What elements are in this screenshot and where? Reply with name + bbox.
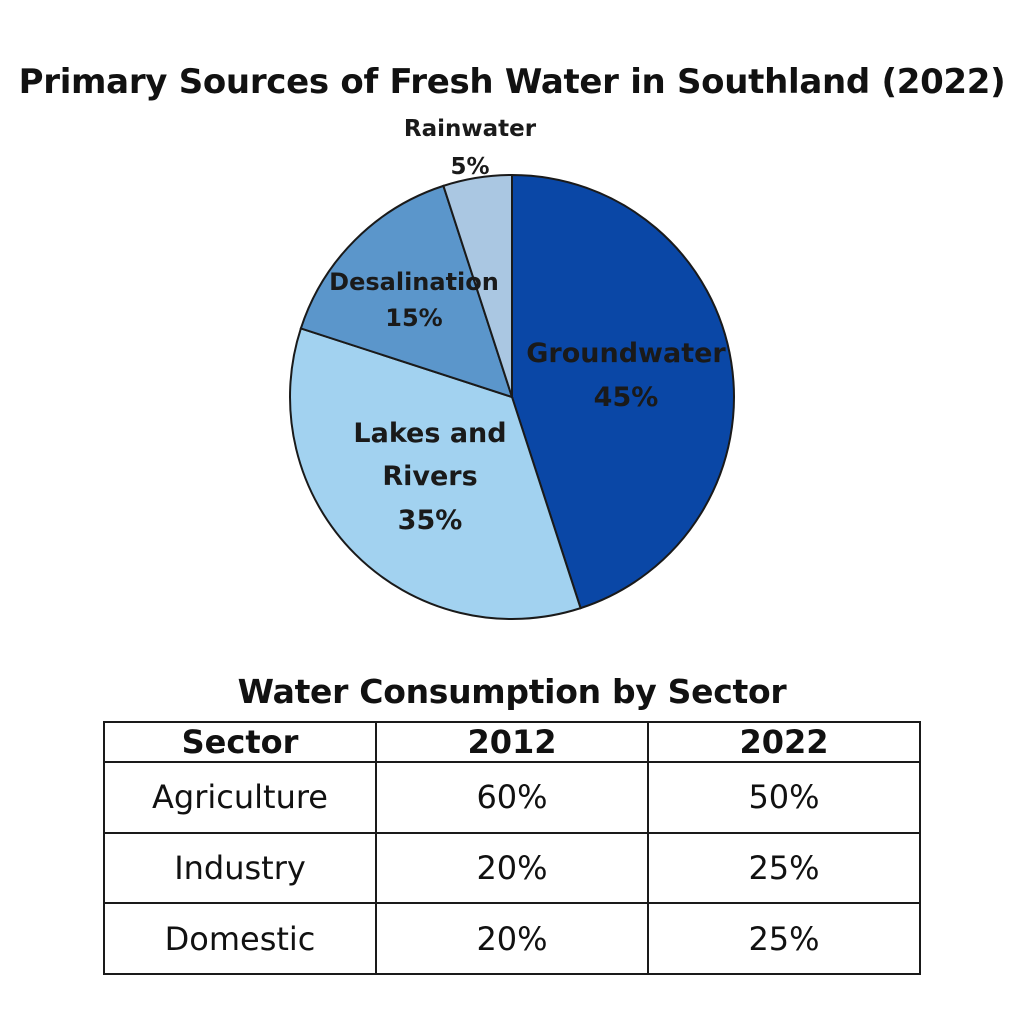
table-cell-2012: 20% xyxy=(375,831,649,905)
column-header-2012: 2012 xyxy=(375,721,649,763)
table-cell-2022: 25% xyxy=(647,831,921,905)
pie-chart: Groundwater 45% Lakes and Rivers 35% Desalina… xyxy=(289,116,735,620)
table-cell-sector: Industry xyxy=(103,831,377,905)
table-title: Water Consumption by Sector xyxy=(237,672,787,711)
slice-label-desalination: Desalination xyxy=(329,268,499,296)
slice-value-rainwater: 5% xyxy=(450,154,489,180)
slice-label-rainwater: Rainwater xyxy=(404,116,537,142)
pie-slice-lakes-and-rivers xyxy=(289,327,582,620)
table-cell-2022: 50% xyxy=(647,761,921,834)
table-row: Domestic 20% 25% xyxy=(103,902,921,975)
pie-slice-desalination xyxy=(299,184,514,399)
table-row: Industry 20% 25% xyxy=(103,831,921,905)
table-cell-sector: Agriculture xyxy=(103,761,377,834)
pie-slice-rainwater xyxy=(442,173,513,398)
pie-slice-groundwater xyxy=(511,173,735,610)
slice-value-desalination: 15% xyxy=(385,304,442,332)
table-cell-2012: 20% xyxy=(375,902,649,975)
slice-label-groundwater: Groundwater xyxy=(526,338,726,369)
table-cell-sector: Domestic xyxy=(103,902,377,975)
slice-value-lakes-and-rivers: 35% xyxy=(398,505,463,536)
table-row: Agriculture 60% 50% xyxy=(103,761,921,834)
table-header-row: Sector 2012 2022 xyxy=(103,721,921,763)
water-consumption-table: Sector 2012 2022 Agriculture 60% 50% Ind… xyxy=(103,721,921,975)
column-header-sector: Sector xyxy=(103,721,377,763)
slice-label-lakes-and-rivers: Lakes and Rivers xyxy=(353,418,506,492)
table-cell-2012: 60% xyxy=(375,761,649,834)
column-header-2022: 2022 xyxy=(647,721,921,763)
slice-value-groundwater: 45% xyxy=(594,382,659,413)
table-cell-2022: 25% xyxy=(647,902,921,975)
pie-chart-title: Primary Sources of Fresh Water in Southl… xyxy=(18,62,1006,102)
